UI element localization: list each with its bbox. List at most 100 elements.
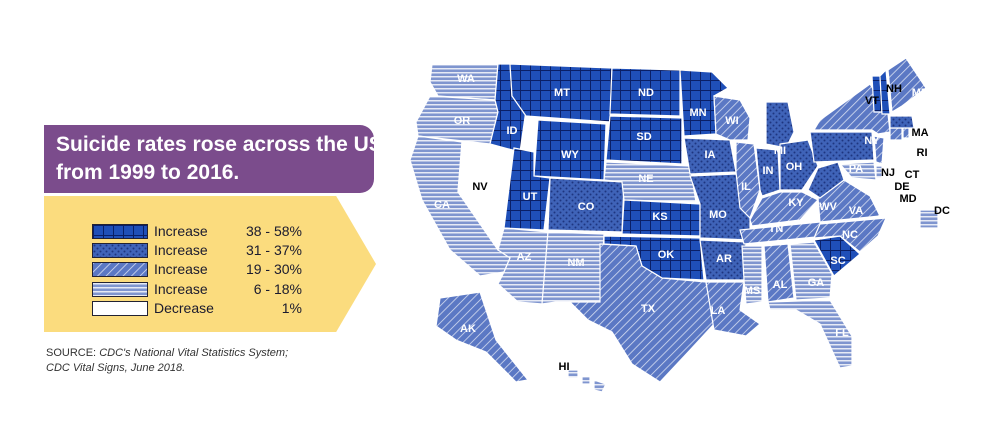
- state-label-ok: OK: [658, 249, 675, 261]
- state-label-al: AL: [773, 279, 788, 291]
- legend-range: 31 - 37%: [245, 242, 302, 258]
- state-label-ct: CT: [905, 169, 920, 181]
- state-ma: [889, 115, 915, 129]
- source-line-1: CDC's National Vital Statistics System;: [99, 347, 289, 359]
- state-label-tx: TX: [641, 303, 656, 315]
- state-label-mt: MT: [554, 87, 570, 99]
- state-label-va: VA: [849, 205, 864, 217]
- state-dc: [919, 209, 939, 229]
- state-label-nh: NH: [886, 83, 902, 95]
- state-al: [763, 243, 795, 303]
- legend-swatch: [92, 281, 148, 297]
- state-pa: [809, 131, 875, 163]
- state-label-wa: WA: [457, 73, 475, 85]
- state-label-mn: MN: [689, 107, 706, 119]
- state-ga: [789, 241, 833, 301]
- legend-range: 19 - 30%: [245, 261, 302, 277]
- state-label-ma: MA: [911, 127, 928, 139]
- state-md: [838, 161, 877, 181]
- state-label-ca: CA: [434, 199, 450, 211]
- legend-label: Increase: [154, 242, 208, 258]
- legend-range: 6 - 18%: [253, 281, 302, 297]
- source-line-2: CDC Vital Signs, June 2018.: [46, 362, 186, 374]
- source-note: SOURCE: CDC's National Vital Statistics …: [46, 346, 288, 376]
- state-mi: [765, 101, 795, 149]
- state-in: [755, 147, 781, 197]
- headline-line-2: from 1999 to 2016.: [56, 161, 240, 184]
- legend-swatch: [92, 223, 148, 239]
- state-tx: [568, 243, 715, 383]
- state-fl: [767, 299, 853, 369]
- state-ak: [435, 291, 530, 383]
- source-prefix: SOURCE:: [46, 347, 97, 359]
- us-map: WA OR CA NV ID MT WY UT AZ NM CO ND SD NE KS OK TX MN IA MO…: [409, 57, 950, 393]
- state-label-la: LA: [711, 305, 726, 317]
- legend-range: 1%: [281, 300, 302, 316]
- state-label-id: ID: [507, 125, 518, 137]
- state-il: [735, 141, 761, 220]
- state-ri: [902, 127, 910, 139]
- state-label-dc: DC: [934, 205, 950, 217]
- legend-swatch: [92, 242, 148, 258]
- state-label-mi: MI: [774, 145, 786, 157]
- state-label-co: CO: [578, 201, 595, 213]
- state-label-oh: OH: [786, 161, 803, 173]
- state-label-ak: AK: [460, 323, 476, 335]
- state-label-nc: NC: [842, 229, 858, 241]
- state-ct: [889, 127, 903, 141]
- state-nh: [879, 68, 891, 115]
- legend-swatch: [92, 261, 148, 277]
- legend-item-c3: Increase 19 - 30%: [92, 260, 302, 278]
- state-sc: [813, 235, 861, 277]
- state-label-mo: MO: [709, 209, 727, 221]
- headline-line-1: Suicide rates rose across the US: [56, 133, 383, 156]
- state-wi: [713, 95, 751, 141]
- legend-item-c5: Decrease 1%: [92, 299, 302, 317]
- state-nc: [813, 217, 887, 253]
- state-label-ia: IA: [705, 149, 716, 161]
- legend-label: Increase: [154, 261, 208, 277]
- state-label-nm: NM: [567, 257, 584, 269]
- state-label-nv: NV: [472, 181, 488, 193]
- state-label-ri: RI: [917, 147, 928, 159]
- state-label-hi: HI: [559, 361, 570, 373]
- state-label-de: DE: [894, 181, 909, 193]
- legend-label: Decrease: [154, 300, 214, 316]
- state-hi: [567, 369, 607, 393]
- state-label-tn: TN: [769, 223, 784, 235]
- state-nd: [609, 67, 681, 117]
- state-label-md: MD: [899, 193, 916, 205]
- state-label-vt: VT: [865, 95, 879, 107]
- legend-label: Increase: [154, 281, 208, 297]
- legend-range: 38 - 58%: [245, 223, 302, 239]
- state-label-nd: ND: [638, 87, 654, 99]
- state-label-il: IL: [741, 181, 751, 193]
- state-nj: [873, 135, 885, 165]
- state-mt: [509, 63, 613, 123]
- state-label-ne: NE: [638, 173, 653, 185]
- state-label-ut: UT: [523, 191, 538, 203]
- state-label-nj: NJ: [881, 167, 895, 179]
- state-label-wy: WY: [561, 149, 579, 161]
- state-ms: [741, 245, 763, 305]
- legend-item-c1: Increase 38 - 58%: [92, 222, 302, 240]
- state-label-ar: AR: [716, 253, 732, 265]
- legend-swatch: [92, 300, 148, 316]
- headline-banner: Suicide rates rose across the US from 19…: [44, 125, 383, 193]
- state-wv: [807, 161, 845, 199]
- state-me: [887, 57, 927, 114]
- state-ky: [749, 191, 819, 227]
- state-label-sc: SC: [830, 255, 845, 267]
- state-label-wv: WV: [819, 201, 837, 213]
- state-label-or: OR: [454, 115, 471, 127]
- state-label-fl: FL: [835, 327, 849, 339]
- state-de: [875, 165, 883, 179]
- state-label-me: ME: [912, 87, 929, 99]
- state-label-ks: KS: [652, 211, 667, 223]
- state-label-ms: MS: [744, 285, 761, 297]
- state-sd: [605, 115, 683, 165]
- state-label-pa: PA: [849, 163, 864, 175]
- legend-item-c2: Increase 31 - 37%: [92, 241, 302, 259]
- state-label-sd: SD: [636, 131, 651, 143]
- state-label-in: IN: [763, 165, 774, 177]
